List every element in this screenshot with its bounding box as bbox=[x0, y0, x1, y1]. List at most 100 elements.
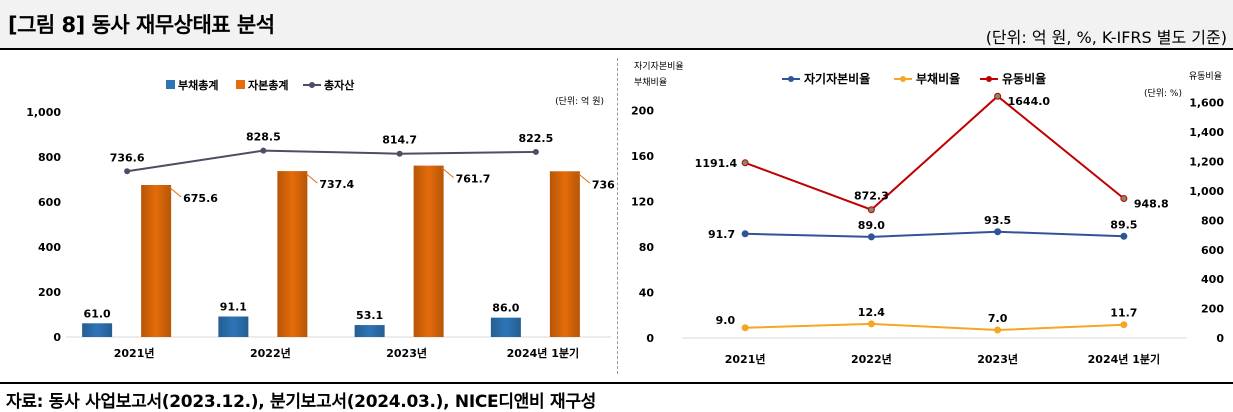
label-leader-line bbox=[577, 172, 591, 184]
x-tick-label: 2022년 bbox=[250, 346, 291, 360]
line-부채비율 bbox=[745, 322, 1124, 332]
bar-value-label: 86.0 bbox=[492, 302, 519, 315]
y-tick-label-right: 600 bbox=[1201, 244, 1224, 257]
chart-divider bbox=[617, 58, 618, 374]
x-tick-label: 2021년 bbox=[114, 346, 155, 360]
y-tick-label: 0 bbox=[53, 331, 61, 344]
line-point bbox=[994, 326, 1002, 334]
line-point bbox=[867, 206, 875, 214]
line-value-label: 9.0 bbox=[716, 314, 736, 327]
header-bar bbox=[0, 0, 1233, 48]
line-value-label: 814.7 bbox=[382, 134, 417, 147]
line-value-label: 91.7 bbox=[708, 228, 735, 241]
line-value-label: 1191.4 bbox=[695, 157, 738, 170]
x-tick-label: 2024년 1분기 bbox=[507, 346, 579, 360]
legend-item: 총자산 bbox=[303, 78, 354, 92]
line-value-label: 872.3 bbox=[854, 190, 889, 203]
y-tick-label-left: 200 bbox=[631, 105, 654, 118]
bar-equity bbox=[141, 184, 172, 337]
bar-liabilities bbox=[354, 325, 385, 337]
legend-label: 부채총계 bbox=[178, 78, 218, 92]
bar-liabilities bbox=[82, 323, 113, 337]
bottom-rule bbox=[0, 382, 1233, 384]
y-tick-label-right: 0 bbox=[1216, 332, 1224, 345]
line-point bbox=[124, 168, 131, 175]
line-point bbox=[1120, 321, 1128, 329]
source-note: 자료: 동사 사업보고서(2023.12.), 분기보고서(2024.03.),… bbox=[6, 392, 597, 412]
line-value-label: 12.4 bbox=[858, 306, 885, 319]
legend-label: 자본총계 bbox=[248, 78, 288, 92]
line-point bbox=[741, 159, 749, 167]
chart-unit-label: (단위: %) bbox=[1144, 88, 1182, 99]
line-point bbox=[741, 230, 749, 238]
legend-swatch bbox=[166, 80, 175, 89]
y-tick-label: 400 bbox=[38, 241, 61, 254]
line-value-label: 1644.0 bbox=[1008, 95, 1051, 108]
line-value-label: 828.5 bbox=[246, 131, 281, 144]
bar-value-label: 737.4 bbox=[319, 178, 354, 191]
bar-value-label: 91.1 bbox=[220, 301, 247, 314]
line-point bbox=[1120, 194, 1128, 202]
top-rule bbox=[0, 48, 1233, 50]
legend-label: 총자산 bbox=[324, 78, 354, 92]
legend-marker bbox=[986, 76, 992, 82]
x-tick-label: 2023년 bbox=[977, 352, 1018, 366]
y-tick-label-right: 1,600 bbox=[1189, 97, 1224, 110]
legend-swatch bbox=[236, 80, 245, 89]
y-tick-label-left: 80 bbox=[639, 241, 655, 254]
line-point bbox=[532, 148, 539, 155]
legend-item: 자본총계 bbox=[236, 78, 288, 92]
legend-marker bbox=[788, 76, 794, 82]
line-유동비율 bbox=[744, 94, 1125, 211]
bar-value-label: 675.6 bbox=[183, 192, 218, 205]
label-leader-line bbox=[441, 167, 454, 179]
legend-label: 유동비율 bbox=[1002, 71, 1046, 86]
legend-item: 부채총계 bbox=[166, 78, 218, 92]
x-tick-label: 2021년 bbox=[725, 352, 766, 366]
line-point bbox=[396, 150, 403, 157]
line-point bbox=[867, 320, 875, 328]
y-tick-label: 600 bbox=[38, 196, 61, 209]
line-value-label: 7.0 bbox=[988, 312, 1008, 325]
y-tick-label-right: 1,000 bbox=[1189, 185, 1224, 198]
line-value-label: 11.7 bbox=[1110, 307, 1137, 320]
x-tick-label: 2024년 1분기 bbox=[1088, 352, 1160, 366]
line-value-label: 93.5 bbox=[984, 214, 1011, 227]
balance-sheet-bar-chart: 0 200 400 600 800 1,000 부채총계 자본총계 총자산 (단위: 억 원) 61… bbox=[26, 78, 616, 360]
y-tick-label-right: 400 bbox=[1201, 273, 1224, 286]
left-axis-title-debt: 부채비율 bbox=[634, 77, 667, 88]
chart-unit-label: (단위: 억 원) bbox=[555, 95, 604, 107]
bar-value-label: 53.1 bbox=[356, 309, 383, 322]
y-tick-label-right: 1,200 bbox=[1189, 156, 1224, 169]
bar-liabilities bbox=[218, 316, 249, 337]
legend-marker bbox=[309, 82, 315, 88]
bar-value-label: 761.7 bbox=[456, 173, 491, 186]
y-tick-label-left: 40 bbox=[639, 287, 655, 300]
legend-label: 자기자본비율 bbox=[804, 71, 870, 86]
line-total-assets bbox=[126, 149, 536, 173]
legend-item: 부채비율 bbox=[894, 71, 960, 86]
line-value-label: 948.8 bbox=[1134, 197, 1169, 210]
line-value-label: 822.5 bbox=[518, 132, 553, 145]
bar-equity bbox=[277, 171, 308, 337]
line-point bbox=[1120, 232, 1128, 240]
bar-value-label: 61.0 bbox=[84, 307, 111, 320]
bar-liabilities bbox=[490, 317, 521, 337]
line-point bbox=[994, 228, 1002, 236]
y-tick-label-left: 120 bbox=[631, 196, 654, 209]
line-point bbox=[741, 324, 749, 332]
line-value-label: 736.6 bbox=[110, 151, 145, 164]
bar-value-label: 736.5 bbox=[592, 178, 616, 191]
unit-note: (단위: 억 원, %, K-IFRS 별도 기준) bbox=[985, 28, 1227, 47]
line-value-label: 89.5 bbox=[1110, 218, 1137, 231]
y-tick-label-right: 200 bbox=[1201, 303, 1224, 316]
line-value-label: 89.0 bbox=[858, 219, 885, 232]
y-tick-label: 800 bbox=[38, 151, 61, 164]
y-tick-label-left: 160 bbox=[631, 150, 654, 163]
line-point bbox=[867, 233, 875, 241]
label-leader-line bbox=[305, 172, 318, 184]
x-tick-label: 2023년 bbox=[386, 346, 427, 360]
legend-item: 자기자본비율 bbox=[782, 71, 870, 86]
legend-label: 부채비율 bbox=[916, 71, 960, 86]
